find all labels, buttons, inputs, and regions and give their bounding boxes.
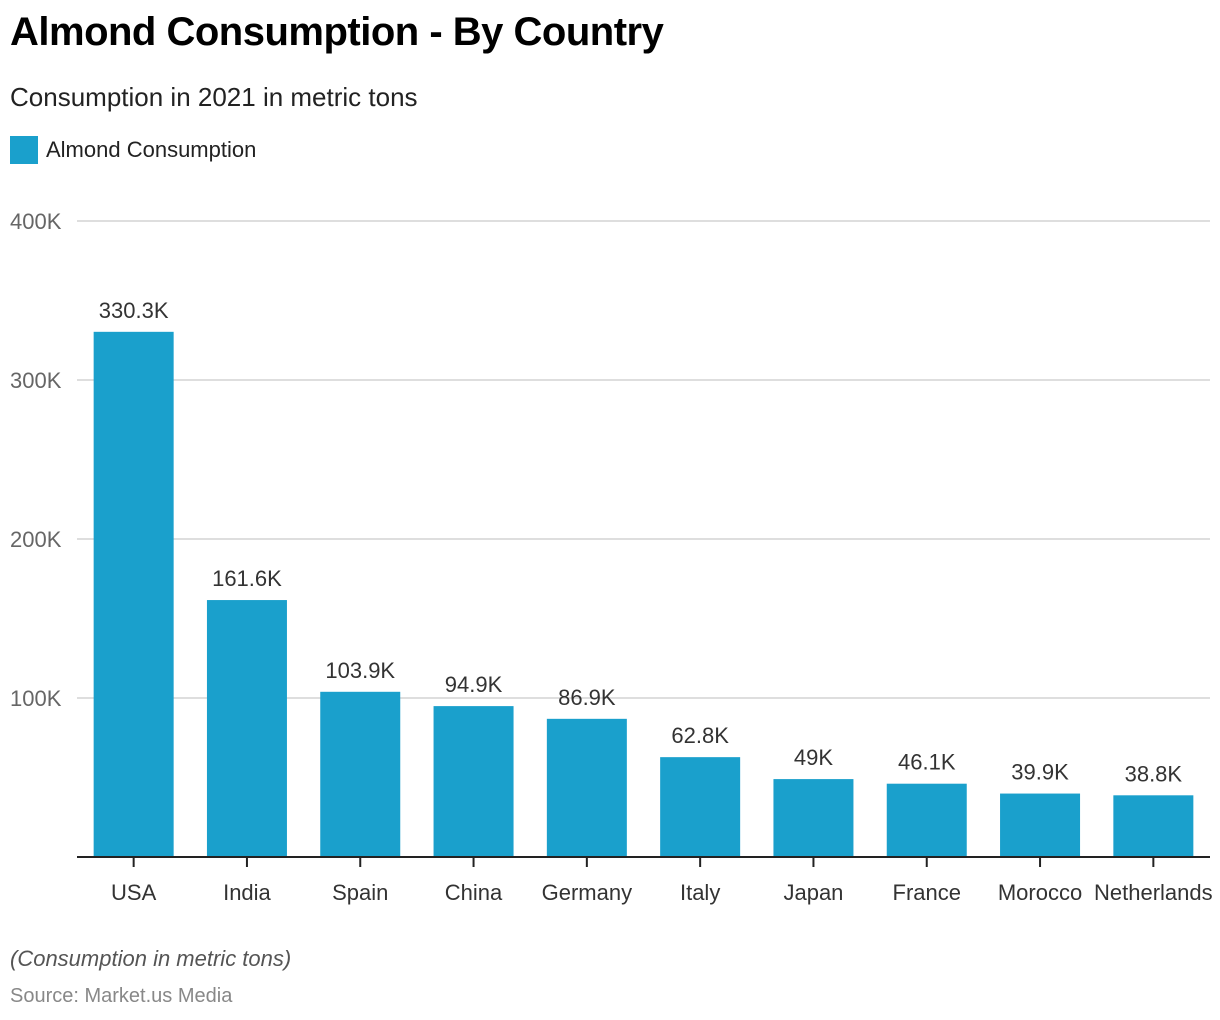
bar — [660, 757, 741, 857]
bar-value-label: 46.1K — [898, 750, 956, 775]
bar-value-label: 94.9K — [445, 672, 503, 697]
x-tick-label: France — [893, 880, 961, 905]
x-tick-label: China — [445, 880, 503, 905]
bar — [206, 600, 287, 857]
bar — [433, 706, 514, 857]
chart-title: Almond Consumption - By Country — [10, 10, 664, 54]
x-tick-label: Italy — [680, 880, 720, 905]
y-tick-label: 100K — [10, 686, 62, 711]
source-text: Source: Market.us Media — [10, 985, 233, 1007]
x-tick-label: India — [223, 880, 271, 905]
bar-value-labels: 330.3K 161.6K 103.9K 94.9K 86.9K 62.8K 49K 46.1… — [99, 298, 1183, 786]
bar-value-label: 161.6K — [212, 566, 282, 591]
x-tick-label: Spain — [332, 880, 388, 905]
x-tick-label: Netherlands — [1094, 880, 1213, 905]
x-tick-label: Germany — [542, 880, 632, 905]
bar-value-label: 86.9K — [558, 685, 616, 710]
legend-swatch — [10, 136, 38, 164]
bar — [1113, 795, 1194, 857]
y-tick-label: 200K — [10, 527, 62, 552]
bar — [93, 331, 174, 857]
bar-value-label: 39.9K — [1011, 760, 1069, 785]
bar — [773, 779, 854, 857]
y-tick-label: 400K — [10, 209, 62, 234]
bars — [93, 331, 1194, 857]
x-tick-label: USA — [111, 880, 157, 905]
x-tick-label: Japan — [783, 880, 843, 905]
bar — [886, 783, 967, 857]
y-axis-ticks: 100K 200K 300K 400K — [10, 209, 62, 711]
bar-value-label: 38.8K — [1125, 761, 1183, 786]
x-axis-ticks: USA India Spain China Germany Italy Japan Franc… — [111, 857, 1213, 905]
x-tick-label: Morocco — [998, 880, 1082, 905]
units-note: (Consumption in metric tons) — [10, 946, 292, 971]
legend: Almond Consumption — [10, 136, 256, 164]
chart-subtitle: Consumption in 2021 in metric tons — [10, 82, 418, 112]
bar-value-label: 49K — [794, 745, 833, 770]
bar-value-label: 103.9K — [325, 658, 395, 683]
bar — [1000, 793, 1081, 857]
bar-value-label: 62.8K — [671, 723, 729, 748]
bar-value-label: 330.3K — [99, 298, 169, 323]
bar — [546, 718, 627, 857]
legend-label: Almond Consumption — [46, 137, 257, 162]
bar — [320, 691, 401, 857]
y-tick-label: 300K — [10, 368, 62, 393]
